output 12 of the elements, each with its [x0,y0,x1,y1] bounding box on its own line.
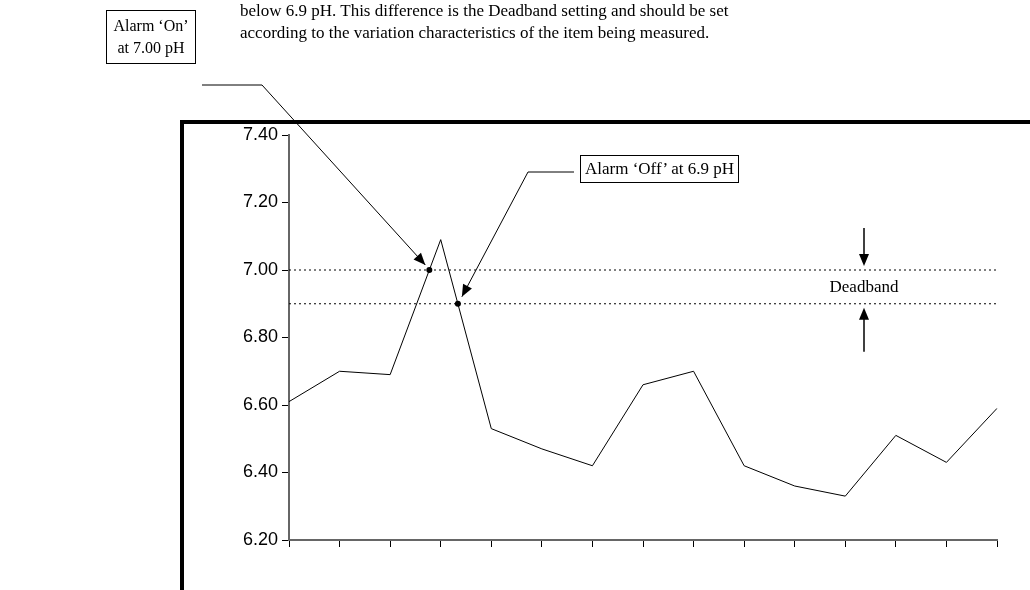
y-tick-label: 7.40 [242,123,278,144]
y-tick-label: 7.20 [242,191,278,212]
text: according to the variation characteristics of the item being measured. [240,22,710,44]
text: below 6.9 pH. This difference is the Deadband setting and should be set [240,0,729,22]
y-tick-label: 6.20 [242,528,278,549]
y-tick-label: 6.60 [242,393,278,414]
y-tick-label: 6.80 [242,326,278,347]
y-tick-label: 6.40 [242,461,278,482]
text: Alarm ‘On’ at 7.00 pH [106,10,196,64]
y-tick-label: 7.00 [242,258,278,279]
annotation: Deadband [828,275,900,298]
annotation: Alarm ‘Off’ at 6.9 pH [580,155,740,183]
